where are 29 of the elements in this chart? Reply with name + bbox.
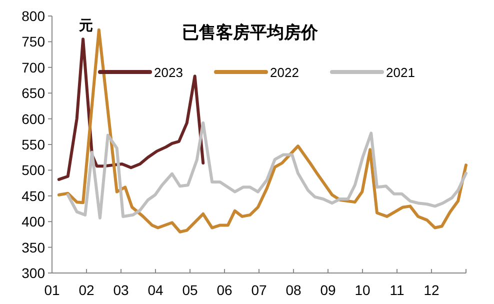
y-tick-label: 500: [22, 162, 46, 178]
y-tick-label: 750: [22, 34, 46, 50]
y-tick-label: 450: [22, 188, 46, 204]
x-tick-label: 06: [216, 282, 232, 298]
x-tick-label: 05: [182, 282, 198, 298]
line-series: [66, 121, 468, 220]
x-tick-label: 07: [251, 282, 267, 298]
y-tick-label: 400: [22, 214, 46, 230]
y-tick-label: 700: [22, 59, 46, 76]
x-tick-label: 03: [113, 282, 129, 298]
legend-label: 2022: [270, 65, 299, 80]
y-tick-label: 650: [22, 85, 46, 102]
x-tick-label: 09: [320, 282, 336, 298]
y-tick-label: 800: [22, 8, 46, 24]
y-tick-label: 300: [22, 265, 46, 281]
x-tick-label: 02: [78, 282, 94, 298]
x-tick-label: 08: [286, 282, 302, 298]
x-tick-label: 01: [44, 282, 60, 298]
legend-label: 2021: [386, 65, 415, 80]
legend-label: 2023: [154, 65, 183, 80]
x-tick-label: 10: [354, 282, 370, 298]
y-axis-title: 元: [78, 17, 93, 33]
x-tick-label: 04: [148, 282, 164, 298]
y-tick-label: 600: [22, 110, 46, 127]
x-tick-label: 12: [424, 282, 440, 298]
y-tick-label: 550: [22, 136, 46, 152]
x-tick-label: 11: [390, 282, 404, 298]
y-tick-label: 350: [22, 239, 46, 256]
chart-title: 已售客房平均房价: [182, 23, 319, 42]
